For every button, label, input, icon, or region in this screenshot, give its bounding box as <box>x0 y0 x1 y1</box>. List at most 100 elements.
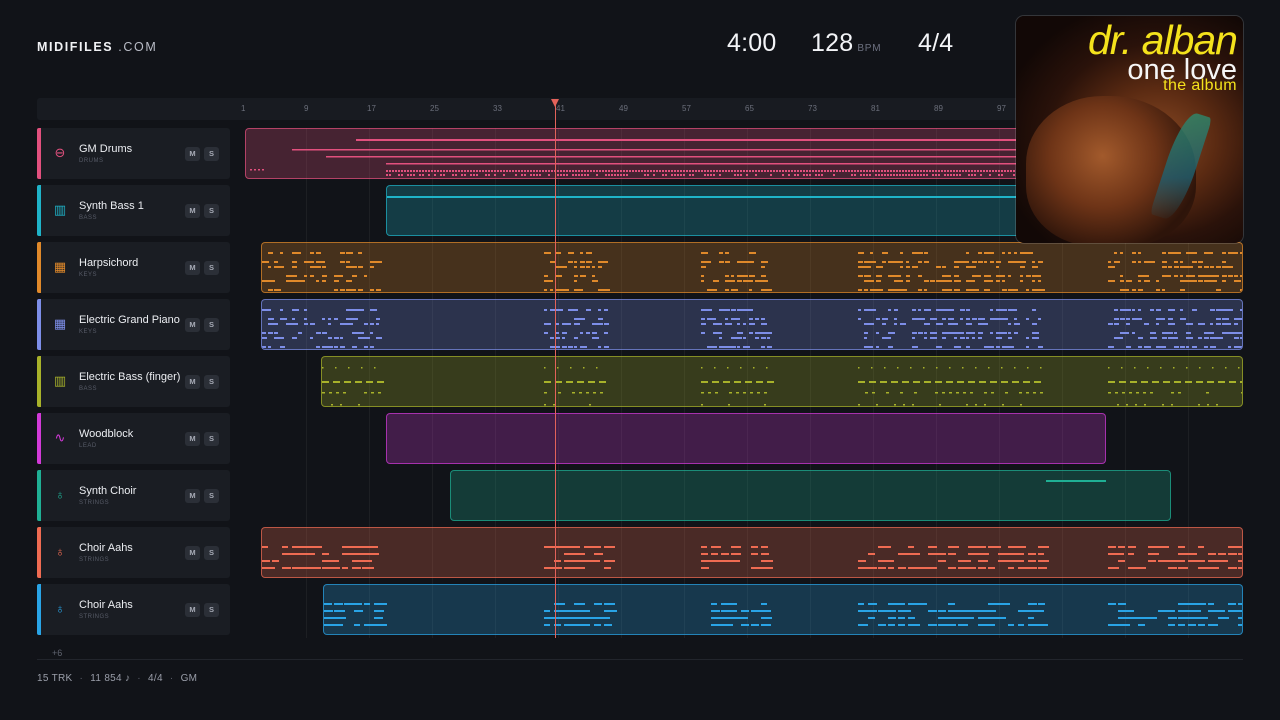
mute-button[interactable]: M <box>185 432 200 446</box>
midi-note <box>898 567 906 569</box>
midi-note <box>948 553 956 555</box>
midi-note <box>888 309 891 311</box>
midi-note <box>918 309 921 311</box>
solo-button[interactable]: S <box>204 432 219 446</box>
solo-button[interactable]: S <box>204 318 219 332</box>
midi-note <box>917 174 919 176</box>
mute-button[interactable]: M <box>185 204 200 218</box>
track-header[interactable]: ♁ Choir Aahs STRINGS M S <box>37 527 230 578</box>
mute-button[interactable]: M <box>185 603 200 617</box>
track-header[interactable]: ▥ Electric Bass (finger) BASS M S <box>37 356 230 407</box>
midi-note <box>888 332 895 334</box>
track-header[interactable]: ▦ Electric Grand Piano KEYS M S <box>37 299 230 350</box>
track-header[interactable]: ▦ Harpsichord KEYS M S <box>37 242 230 293</box>
midi-clip[interactable] <box>386 413 1106 464</box>
mute-button[interactable]: M <box>185 375 200 389</box>
midi-clip[interactable] <box>386 185 1020 236</box>
midi-note <box>614 170 616 172</box>
midi-note <box>596 174 598 176</box>
midi-note <box>954 266 959 268</box>
midi-note <box>416 170 418 172</box>
midi-note <box>304 323 308 325</box>
track-header[interactable]: ∿ Woodblock LEAD M S <box>37 413 230 464</box>
solo-button[interactable]: S <box>204 546 219 560</box>
midi-clip[interactable] <box>450 470 1171 521</box>
midi-note <box>1186 275 1193 277</box>
midi-note <box>701 567 709 569</box>
midi-clip[interactable] <box>321 356 1243 407</box>
midi-note <box>1216 323 1221 325</box>
midi-note <box>1045 463 1105 464</box>
mute-button[interactable]: M <box>185 489 200 503</box>
track-header[interactable]: ♁ Choir Aahs STRINGS M S <box>37 584 230 635</box>
timeline-ruler[interactable]: 191725334149576573818997105113121129 <box>37 98 1243 120</box>
midi-clip[interactable] <box>245 128 1020 179</box>
midi-note <box>334 289 338 291</box>
midi-note <box>914 392 917 394</box>
midi-note <box>858 266 865 268</box>
more-tracks-indicator[interactable]: +6 <box>52 648 63 658</box>
solo-button[interactable]: S <box>204 375 219 389</box>
midi-note <box>1038 624 1048 626</box>
midi-note <box>713 323 720 325</box>
midi-note <box>592 337 599 339</box>
midi-note <box>340 252 345 254</box>
midi-note <box>361 367 363 369</box>
midi-note <box>358 289 363 291</box>
midi-note <box>870 346 873 348</box>
midi-note <box>942 318 946 320</box>
midi-note <box>858 567 870 569</box>
midi-note <box>346 252 353 254</box>
midi-note <box>896 170 898 172</box>
midi-clip[interactable] <box>261 242 1243 293</box>
solo-button[interactable]: S <box>204 147 219 161</box>
midi-note <box>312 546 322 548</box>
mute-button[interactable]: M <box>185 546 200 560</box>
midi-note <box>340 337 343 339</box>
midi-note <box>292 252 299 254</box>
midi-note <box>1216 404 1218 406</box>
midi-clip[interactable] <box>323 584 1243 635</box>
midi-note <box>574 560 587 562</box>
playhead[interactable] <box>555 100 556 638</box>
midi-note <box>888 617 896 619</box>
midi-clip[interactable] <box>261 299 1243 350</box>
midi-note <box>1229 381 1236 383</box>
mute-button[interactable]: M <box>185 147 200 161</box>
midi-note <box>954 280 961 282</box>
midi-note <box>776 170 778 172</box>
track-header[interactable]: ⊖ GM Drums DRUMS M S <box>37 128 230 179</box>
midi-note <box>1138 318 1142 320</box>
midi-note <box>1138 346 1142 348</box>
midi-note <box>1156 280 1159 282</box>
track-category: LEAD <box>79 443 97 449</box>
midi-note <box>316 252 321 254</box>
midi-note <box>996 332 1003 334</box>
solo-button[interactable]: S <box>204 489 219 503</box>
solo-button[interactable]: S <box>204 261 219 275</box>
solo-button[interactable]: S <box>204 204 219 218</box>
solo-button[interactable]: S <box>204 603 219 617</box>
midi-note <box>743 275 748 277</box>
midi-note <box>1222 332 1228 334</box>
midi-note <box>352 289 356 291</box>
midi-note <box>741 624 749 626</box>
track-header[interactable]: ▥ Synth Bass 1 BASS M S <box>37 185 230 236</box>
duration-display: 4:00 <box>727 29 777 57</box>
midi-note <box>596 367 598 369</box>
playhead-handle[interactable] <box>551 99 559 107</box>
midi-note <box>1114 337 1121 339</box>
midi-note <box>352 546 364 548</box>
midi-note <box>721 610 732 612</box>
midi-note <box>878 610 888 612</box>
mute-button[interactable]: M <box>185 261 200 275</box>
midi-note <box>860 170 862 172</box>
midi-note <box>938 624 950 626</box>
mute-button[interactable]: M <box>185 318 200 332</box>
track-category: KEYS <box>79 329 98 335</box>
midi-note <box>899 170 901 172</box>
track-header[interactable]: ♁ Synth Choir STRINGS M S <box>37 470 230 521</box>
midi-clip[interactable] <box>261 527 1243 578</box>
midi-note <box>370 266 374 268</box>
midi-note <box>1135 404 1137 406</box>
